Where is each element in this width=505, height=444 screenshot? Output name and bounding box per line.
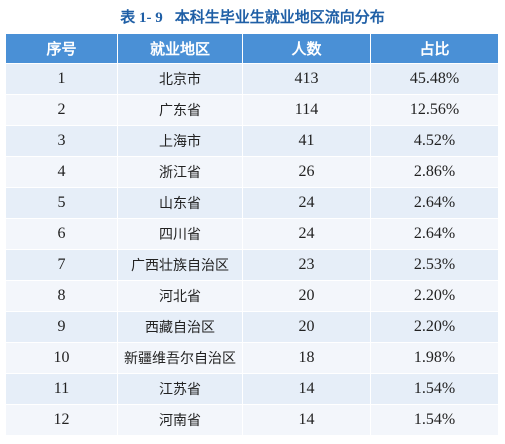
cell-region: 河北省 (117, 280, 243, 312)
cell-serial: 2 (5, 94, 118, 126)
cell-serial: 12 (5, 404, 118, 436)
cell-region: 上海市 (117, 125, 243, 157)
cell-serial: 3 (5, 125, 118, 157)
cell-count: 24 (242, 218, 371, 250)
cell-share: 2.20% (370, 311, 499, 343)
cell-count: 20 (242, 311, 371, 343)
cell-serial: 1 (5, 63, 118, 95)
table-row: 12 河南省 14 1.54% (5, 404, 499, 436)
cell-count: 23 (242, 249, 371, 281)
table-number: 表 1- 9 (120, 10, 163, 26)
cell-region: 山东省 (117, 187, 243, 219)
cell-share: 2.86% (370, 156, 499, 188)
cell-count: 20 (242, 280, 371, 312)
table-row: 3 上海市 41 4.52% (5, 125, 499, 157)
table-row: 4 浙江省 26 2.86% (5, 156, 499, 188)
table-header-row: 序号 就业地区 人数 占比 (5, 33, 499, 64)
cell-count: 114 (242, 94, 371, 126)
cell-serial: 8 (5, 280, 118, 312)
cell-region: 四川省 (117, 218, 243, 250)
header-count: 人数 (242, 33, 371, 64)
cell-share: 2.64% (370, 218, 499, 250)
cell-count: 14 (242, 373, 371, 405)
table-title: 本科生毕业生就业地区流向分布 (174, 8, 385, 26)
table-caption: 表 1- 9 本科生毕业生就业地区流向分布 (0, 4, 505, 30)
employment-region-table: 序号 就业地区 人数 占比 1 北京市 413 45.48% 2 广东省 114… (5, 33, 499, 436)
cell-share: 1.54% (370, 404, 499, 436)
cell-share: 2.64% (370, 187, 499, 219)
cell-serial: 11 (5, 373, 118, 405)
cell-region: 广东省 (117, 94, 243, 126)
table-row: 5 山东省 24 2.64% (5, 187, 499, 219)
cell-serial: 4 (5, 156, 118, 188)
cell-region: 北京市 (117, 63, 243, 95)
cell-share: 1.98% (370, 342, 499, 374)
cell-share: 2.20% (370, 280, 499, 312)
cell-count: 24 (242, 187, 371, 219)
table-row: 10 新疆维吾尔自治区 18 1.98% (5, 342, 499, 374)
cell-count: 26 (242, 156, 371, 188)
cell-serial: 5 (5, 187, 118, 219)
cell-region: 广西壮族自治区 (117, 249, 243, 281)
cell-share: 4.52% (370, 125, 499, 157)
cell-region: 江苏省 (117, 373, 243, 405)
table-row: 7 广西壮族自治区 23 2.53% (5, 249, 499, 281)
table-row: 11 江苏省 14 1.54% (5, 373, 499, 405)
cell-region: 河南省 (117, 404, 243, 436)
table-row: 2 广东省 114 12.56% (5, 94, 499, 126)
cell-share: 12.56% (370, 94, 499, 126)
cell-serial: 9 (5, 311, 118, 343)
cell-count: 14 (242, 404, 371, 436)
table-row: 8 河北省 20 2.20% (5, 280, 499, 312)
header-share: 占比 (370, 33, 499, 64)
table-row: 9 西藏自治区 20 2.20% (5, 311, 499, 343)
cell-share: 1.54% (370, 373, 499, 405)
table-row: 1 北京市 413 45.48% (5, 63, 499, 95)
header-region: 就业地区 (117, 33, 243, 64)
cell-region: 浙江省 (117, 156, 243, 188)
cell-region: 新疆维吾尔自治区 (117, 342, 243, 374)
cell-serial: 7 (5, 249, 118, 281)
table-row: 6 四川省 24 2.64% (5, 218, 499, 250)
cell-share: 45.48% (370, 63, 499, 95)
cell-serial: 6 (5, 218, 118, 250)
cell-serial: 10 (5, 342, 118, 374)
cell-count: 18 (242, 342, 371, 374)
cell-count: 41 (242, 125, 371, 157)
cell-share: 2.53% (370, 249, 499, 281)
cell-region: 西藏自治区 (117, 311, 243, 343)
cell-count: 413 (242, 63, 371, 95)
header-serial: 序号 (5, 33, 118, 64)
